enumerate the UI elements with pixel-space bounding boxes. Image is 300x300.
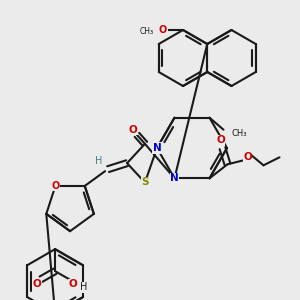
Text: O: O bbox=[69, 279, 77, 289]
Text: N: N bbox=[153, 143, 161, 153]
Text: O: O bbox=[243, 152, 252, 162]
Text: H: H bbox=[95, 156, 103, 166]
Text: O: O bbox=[51, 181, 59, 191]
Text: CH₃: CH₃ bbox=[232, 129, 247, 138]
Text: O: O bbox=[33, 279, 41, 289]
Text: H: H bbox=[80, 282, 88, 292]
Text: O: O bbox=[159, 25, 167, 35]
Text: CH₃: CH₃ bbox=[140, 26, 154, 35]
Text: O: O bbox=[216, 135, 225, 145]
Text: N: N bbox=[170, 173, 179, 183]
Text: O: O bbox=[129, 125, 137, 135]
Text: S: S bbox=[141, 178, 149, 188]
